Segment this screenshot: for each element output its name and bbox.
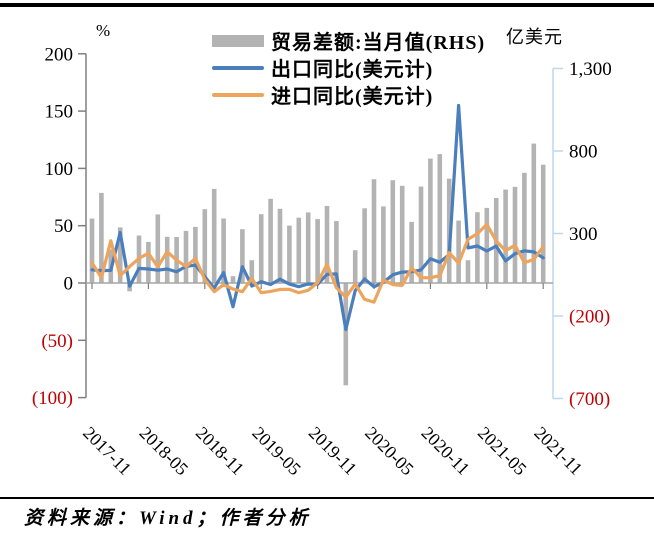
x-axis: 2017-11 2018-05 2018-11 2019-05 2019-11 2020-… [79,282,586,480]
svg-text:1,300: 1,300 [569,59,612,80]
import-line [90,222,545,304]
svg-text:2020-11: 2020-11 [418,423,474,479]
svg-text:2019-11: 2019-11 [305,423,361,479]
svg-text:800: 800 [569,142,598,163]
left-axis-unit-label: % [96,21,111,40]
svg-text:100: 100 [45,159,74,180]
svg-text:2018-11: 2018-11 [192,423,248,479]
export-line-swatch-icon [212,65,264,70]
legend-item-export: 出口同比(美元计) [212,54,485,81]
svg-text:2018-05: 2018-05 [136,423,193,480]
svg-text:(100): (100) [32,388,73,409]
svg-text:(50): (50) [41,331,73,352]
chart-legend: 贸易差额:当月值(RHS) 出口同比(美元计) 进口同比(美元计) [212,27,485,108]
svg-text:150: 150 [45,102,74,123]
svg-text:(700): (700) [569,389,610,410]
footer-rule [0,497,654,499]
svg-text:(200): (200) [569,307,610,328]
trade-chart-canvas: 200 150 100 50 0 (50) (100) 1,300 800 300 (200) (70… [32,44,612,480]
source-note: 资料来源：Wind；作者分析 [24,508,312,529]
legend-label-import: 进口同比(美元计) [271,86,434,108]
svg-text:50: 50 [54,216,73,237]
legend-label-trade-balance: 贸易差额:当月值(RHS) [271,32,486,54]
import-line-swatch-icon [212,92,264,97]
trade-balance-bar-swatch-icon [212,34,264,47]
svg-text:2021-05: 2021-05 [474,423,531,480]
svg-text:2020-05: 2020-05 [361,423,418,480]
svg-text:2019-05: 2019-05 [248,423,305,480]
trade-balance-bars [89,143,546,386]
svg-text:2017-11: 2017-11 [79,423,135,479]
legend-item-import: 进口同比(美元计) [212,81,485,108]
svg-text:200: 200 [45,44,74,65]
top-border-rule [0,3,654,7]
legend-item-trade-balance: 贸易差额:当月值(RHS) [212,27,485,54]
right-axis-unit-label: 亿美元 [506,27,563,47]
svg-text:2021-11: 2021-11 [530,423,586,479]
legend-label-export: 出口同比(美元计) [271,59,434,81]
right-axis: 1,300 800 300 (200) (700) [552,59,612,410]
svg-text:300: 300 [569,224,598,245]
left-axis: 200 150 100 50 0 (50) (100) [32,44,87,409]
svg-text:0: 0 [64,274,74,295]
